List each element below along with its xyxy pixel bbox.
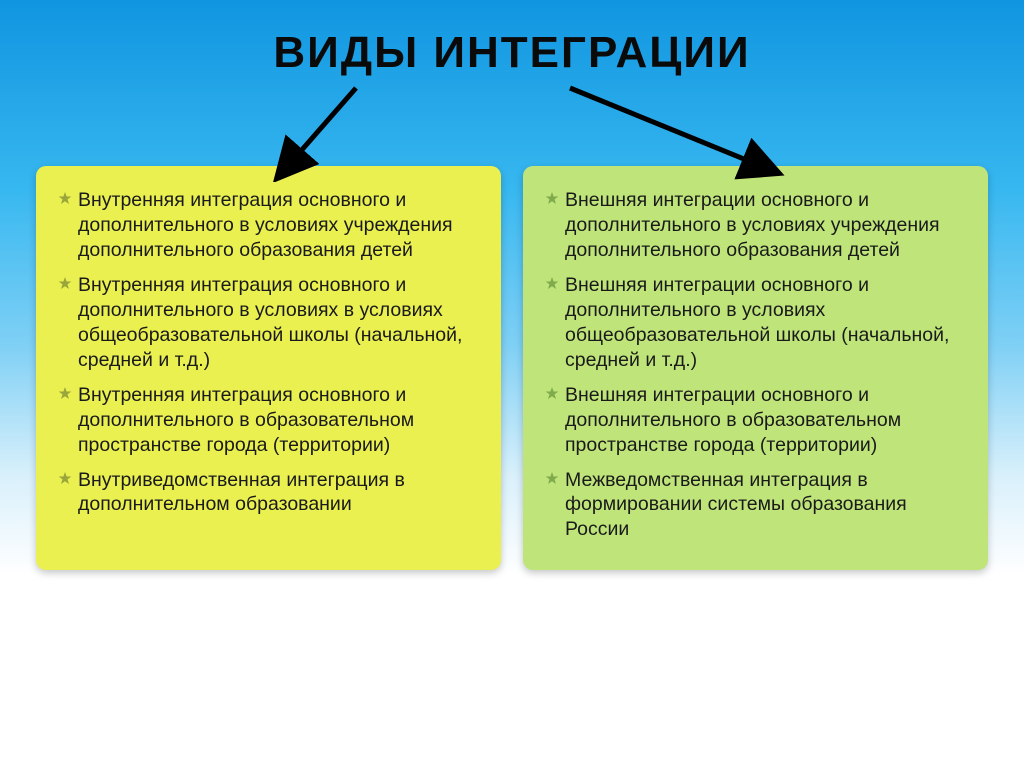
arrow-left-icon (286, 88, 356, 168)
bullet-star-icon (545, 277, 559, 291)
list-item: Межведомственная интеграция в формирован… (545, 468, 970, 543)
arrows-region (36, 82, 988, 172)
bullet-star-icon (58, 277, 72, 291)
list-item-text: Межведомственная интеграция в формирован… (565, 468, 970, 543)
list-item-text: Внутренняя интеграция основного и дополн… (78, 188, 483, 263)
list-item-text: Внешняя интеграции основного и дополните… (565, 188, 970, 263)
list-item-text: Внутренняя интеграция основного и дополн… (78, 273, 483, 373)
arrow-svg (0, 82, 1024, 182)
list-item: Внутренняя интеграция основного и дополн… (58, 188, 483, 263)
list-item: Внутренняя интеграция основного и дополн… (58, 383, 483, 458)
bullet-star-icon (58, 472, 72, 486)
list-item: Внешняя интеграции основного и дополните… (545, 188, 970, 263)
list-item: Внешняя интеграции основного и дополните… (545, 383, 970, 458)
right-box: Внешняя интеграции основного и дополните… (523, 166, 988, 570)
list-item-text: Внешняя интеграции основного и дополните… (565, 273, 970, 373)
list-item-text: Внешняя интеграции основного и дополните… (565, 383, 970, 458)
bullet-star-icon (58, 192, 72, 206)
bullet-star-icon (58, 387, 72, 401)
arrow-right-icon (570, 88, 766, 168)
list-item: Внутриведомственная интеграция в дополни… (58, 468, 483, 518)
list-item: Внешняя интеграции основного и дополните… (545, 273, 970, 373)
slide-title: ВИДЫ ИНТЕГРАЦИИ (36, 28, 988, 78)
bullet-star-icon (545, 472, 559, 486)
list-item: Внутренняя интеграция основного и дополн… (58, 273, 483, 373)
bullet-star-icon (545, 387, 559, 401)
columns: Внутренняя интеграция основного и дополн… (36, 166, 988, 570)
left-box: Внутренняя интеграция основного и дополн… (36, 166, 501, 570)
list-item-text: Внутриведомственная интеграция в дополни… (78, 468, 483, 518)
slide: ВИДЫ ИНТЕГРАЦИИ Внутренняя интеграция ос… (0, 0, 1024, 768)
bullet-star-icon (545, 192, 559, 206)
list-item-text: Внутренняя интеграция основного и дополн… (78, 383, 483, 458)
